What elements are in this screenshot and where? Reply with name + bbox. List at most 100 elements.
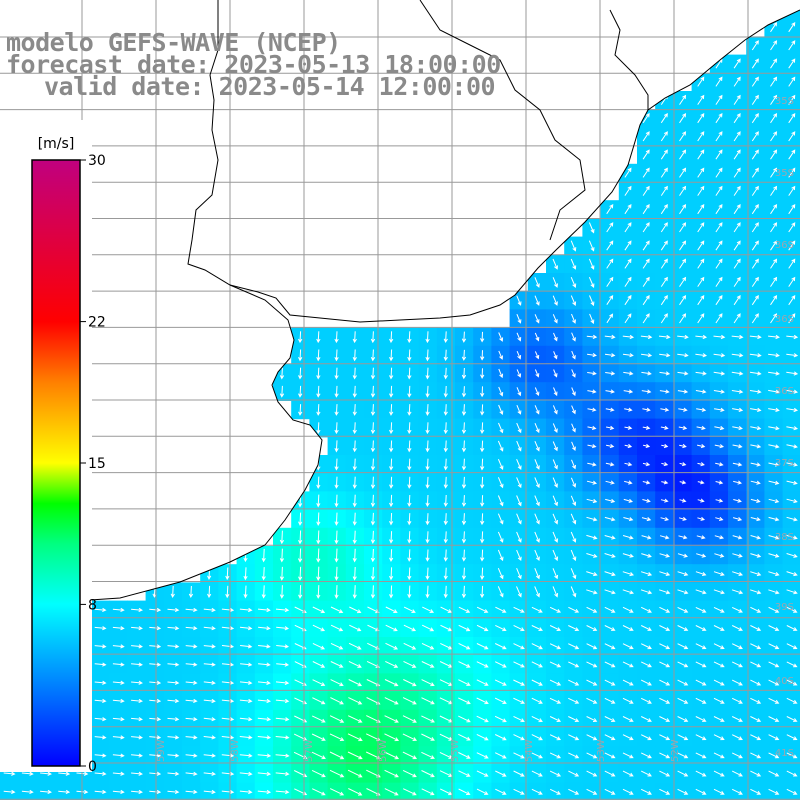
wind-arrow xyxy=(552,441,558,452)
wind-arrow xyxy=(513,770,525,777)
wind-arrow xyxy=(788,313,796,324)
wind-arrow xyxy=(750,407,762,412)
wind-arrow xyxy=(568,643,580,650)
wind-arrow xyxy=(534,423,540,434)
wind-arrow xyxy=(640,679,652,686)
wind-arrow xyxy=(659,752,671,759)
wind-arrow xyxy=(586,661,598,668)
wind-arrow xyxy=(623,498,634,503)
wind-arrow xyxy=(624,185,632,196)
wind-arrow xyxy=(425,367,430,380)
wind-arrow xyxy=(604,788,616,795)
wind-arrow xyxy=(443,513,448,526)
wind-arrow xyxy=(370,567,376,581)
wind-arrow xyxy=(461,422,467,435)
wind-arrow xyxy=(750,480,761,485)
wind-arrow xyxy=(513,661,525,668)
wind-arrow xyxy=(458,733,471,741)
wind-arrow xyxy=(167,698,180,704)
wind-arrow xyxy=(349,606,362,614)
wind-arrow xyxy=(750,788,762,795)
wind-arrow xyxy=(149,644,162,649)
coastline-path xyxy=(0,0,800,612)
wind-arrow xyxy=(571,313,576,324)
colorbar-tick-label: 0 xyxy=(88,759,97,775)
wind-arrow xyxy=(534,277,540,288)
wind-arrow xyxy=(534,332,540,342)
wind-arrow xyxy=(714,535,725,540)
wind-arrow xyxy=(476,697,489,705)
wind-arrow xyxy=(370,585,376,599)
wind-arrow xyxy=(389,512,394,526)
wind-arrow xyxy=(203,662,216,667)
wind-arrow xyxy=(458,752,471,759)
wind-arrow xyxy=(622,752,634,759)
wind-arrow xyxy=(384,788,399,796)
wind-arrow xyxy=(786,553,798,558)
wind-arrow xyxy=(167,644,180,649)
wind-arrow xyxy=(275,680,290,685)
wind-arrow xyxy=(352,422,357,435)
wind-arrow xyxy=(185,626,198,631)
wind-arrow xyxy=(167,626,180,631)
wind-arrow xyxy=(221,644,235,649)
wind-arrow xyxy=(407,549,412,562)
wind-arrow xyxy=(443,585,448,599)
wind-arrow xyxy=(407,367,412,380)
wind-arrow xyxy=(695,679,707,686)
wind-arrow xyxy=(751,313,759,324)
wind-arrow xyxy=(677,752,689,759)
wind-arrow xyxy=(713,371,726,376)
wind-arrow xyxy=(370,476,376,489)
wind-arrow xyxy=(348,679,363,687)
wind-arrow xyxy=(531,715,543,723)
wind-arrow xyxy=(329,733,345,741)
wind-arrow xyxy=(659,553,671,558)
wind-arrow xyxy=(513,734,525,741)
wind-arrow xyxy=(786,516,798,522)
wind-arrow xyxy=(149,753,162,758)
wind-arrow xyxy=(622,643,634,650)
wind-arrow xyxy=(221,771,235,776)
wind-arrow xyxy=(480,567,485,580)
wind-arrow xyxy=(385,642,399,650)
wind-arrow xyxy=(534,405,540,415)
wind-arrow xyxy=(770,240,778,251)
wind-arrow xyxy=(732,426,743,431)
wind-arrow xyxy=(642,112,650,124)
wind-arrow xyxy=(185,644,198,649)
wind-arrow xyxy=(131,607,143,613)
wind-arrow xyxy=(334,530,339,545)
wind-arrow xyxy=(553,332,558,342)
wind-arrow xyxy=(257,698,271,704)
wind-arrow xyxy=(571,459,576,470)
wind-arrow xyxy=(311,751,326,760)
wind-arrow xyxy=(679,240,687,251)
wind-arrow xyxy=(149,662,162,667)
wind-arrow xyxy=(624,203,632,215)
wind-arrow xyxy=(461,513,467,526)
wind-arrow xyxy=(279,385,285,398)
wind-arrow xyxy=(751,258,759,269)
wind-arrow xyxy=(311,715,326,723)
wind-arrow xyxy=(713,334,726,340)
wind-arrow xyxy=(660,425,669,430)
wind-arrow xyxy=(786,498,798,504)
wind-arrow xyxy=(407,585,412,599)
wind-arrow xyxy=(58,771,71,776)
wind-arrow xyxy=(640,334,653,340)
wind-arrow xyxy=(570,568,577,580)
wind-arrow xyxy=(768,553,780,558)
latitude-label: 38S xyxy=(775,532,794,543)
wind-arrow xyxy=(443,331,448,344)
wind-arrow xyxy=(330,606,344,614)
wind-arrow xyxy=(425,331,430,344)
wind-arrow xyxy=(513,788,525,795)
wind-arrow xyxy=(443,476,448,489)
wind-arrow xyxy=(407,513,412,526)
wind-arrow xyxy=(679,313,687,324)
wind-arrow xyxy=(568,661,580,668)
wind-arrow xyxy=(750,535,762,540)
wind-arrow xyxy=(786,788,798,795)
wind-arrow xyxy=(167,771,180,776)
